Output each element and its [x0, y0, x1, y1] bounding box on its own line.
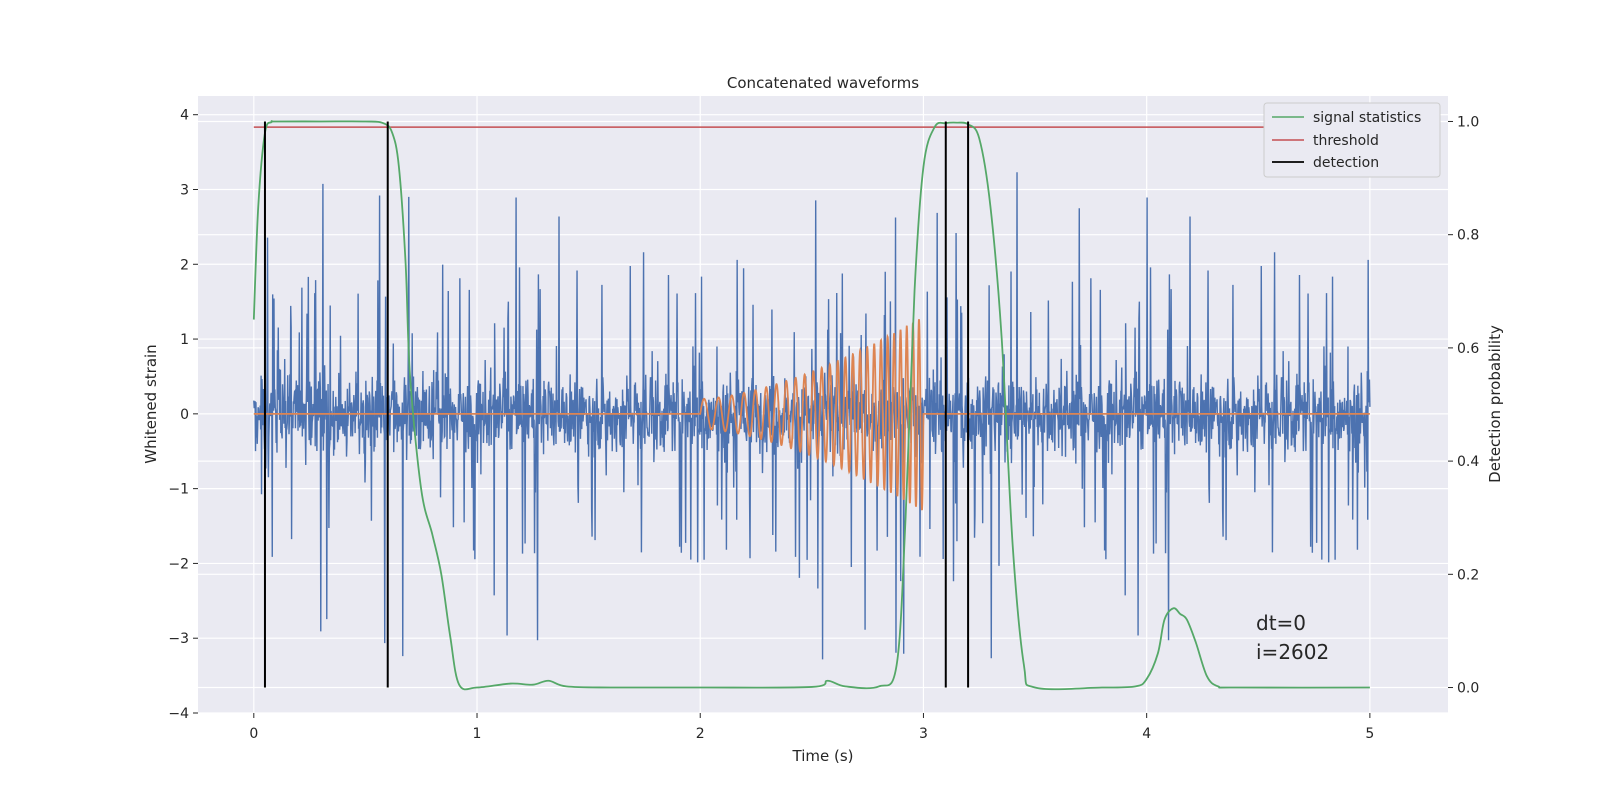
y-axis-label: Whitened strain [142, 344, 160, 463]
legend-label-signal-statistics: signal statistics [1313, 110, 1421, 126]
y-axis-label-right: Detection probability [1486, 325, 1504, 483]
legend-label-detection: detection [1313, 155, 1379, 171]
series-signal-statistics [252, 120, 1370, 691]
data-layer [252, 120, 1371, 691]
y-right-tick-label: 0.4 [1457, 454, 1479, 470]
y-tick-label: −4 [168, 706, 189, 722]
y-right-tick-label: 1.0 [1457, 114, 1479, 130]
y-tick-label: 1 [180, 332, 189, 348]
y-tick-label: 2 [180, 257, 189, 273]
x-tick-label: 3 [919, 726, 928, 742]
legend-box [1263, 102, 1441, 178]
x-tick-label: 1 [473, 726, 482, 742]
y-tick-label: 3 [180, 182, 189, 198]
y-tick-label: −2 [168, 556, 189, 572]
axes: 0 1 2 3 4 5 4 3 2 1 0 −1 −2 −3 −4 1.0 0.8 0.6 0.4 0.2 0.0 [168, 108, 1479, 742]
x-tick-label: 5 [1365, 726, 1374, 742]
annotation-dt: dt=0 [1256, 611, 1306, 635]
x-tick-label: 0 [249, 726, 258, 742]
series-strain [253, 172, 1371, 660]
y-tick-label: −3 [168, 631, 189, 647]
annotation-index: i=2602 [1256, 640, 1329, 664]
y-right-tick-label: 0.0 [1457, 681, 1479, 697]
series-template [253, 319, 1370, 511]
x-tick-label: 4 [1142, 726, 1151, 742]
x-axis-label: Time (s) [792, 747, 854, 765]
y-right-tick-label: 0.8 [1457, 228, 1479, 244]
y-right-tick-label: 0.2 [1457, 567, 1479, 583]
y-right-tick-label: 0.6 [1457, 341, 1479, 357]
y-tick-label: 0 [180, 407, 189, 423]
x-tick-label: 2 [696, 726, 705, 742]
legend-label-threshold: threshold [1313, 133, 1379, 149]
chart-title: Concatenated waveforms [727, 74, 919, 92]
y-tick-label: 4 [180, 108, 189, 124]
legend: signal statistics threshold detection [1263, 102, 1441, 178]
y-tick-label: −1 [168, 482, 189, 498]
